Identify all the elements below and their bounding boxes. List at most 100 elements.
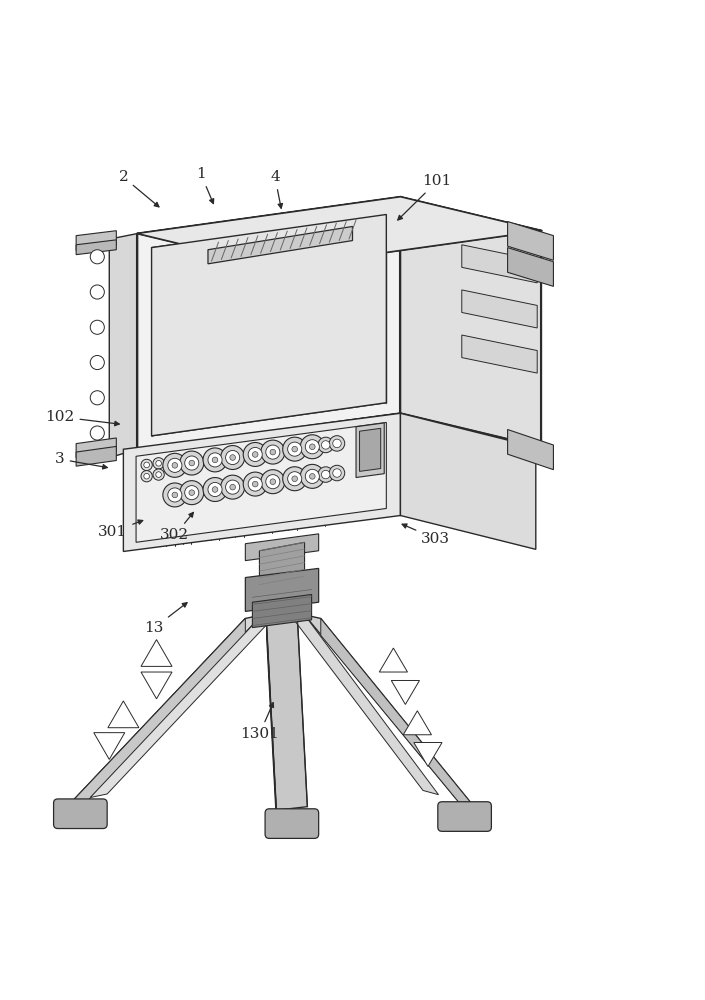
FancyBboxPatch shape — [265, 809, 319, 838]
Circle shape — [226, 450, 240, 465]
Circle shape — [305, 440, 319, 454]
Polygon shape — [76, 240, 116, 255]
Circle shape — [141, 459, 152, 471]
Circle shape — [172, 463, 178, 468]
Polygon shape — [288, 611, 439, 795]
Polygon shape — [245, 568, 319, 611]
Circle shape — [230, 455, 235, 460]
Circle shape — [266, 445, 280, 459]
Polygon shape — [137, 197, 400, 449]
Circle shape — [189, 460, 195, 466]
Polygon shape — [400, 197, 541, 447]
Circle shape — [90, 355, 104, 370]
Polygon shape — [360, 428, 381, 471]
Polygon shape — [305, 615, 472, 805]
Polygon shape — [76, 231, 116, 250]
Polygon shape — [462, 290, 537, 328]
Circle shape — [261, 470, 285, 494]
Circle shape — [292, 446, 298, 452]
Circle shape — [288, 442, 302, 456]
Circle shape — [90, 250, 104, 264]
Polygon shape — [245, 534, 319, 561]
Text: 301: 301 — [98, 520, 142, 539]
Circle shape — [153, 458, 164, 469]
Polygon shape — [109, 234, 137, 458]
Circle shape — [185, 486, 199, 500]
Circle shape — [266, 475, 280, 489]
Polygon shape — [141, 640, 172, 666]
Circle shape — [321, 470, 330, 479]
Circle shape — [318, 437, 333, 453]
Circle shape — [270, 449, 276, 455]
Circle shape — [156, 472, 161, 477]
Circle shape — [153, 469, 164, 480]
Text: 303: 303 — [402, 524, 450, 546]
Circle shape — [90, 426, 104, 440]
Circle shape — [90, 285, 104, 299]
Circle shape — [90, 320, 104, 334]
Polygon shape — [208, 226, 352, 264]
Text: 1301: 1301 — [240, 703, 279, 741]
Circle shape — [300, 464, 324, 488]
Circle shape — [261, 440, 285, 464]
FancyBboxPatch shape — [54, 799, 107, 829]
Circle shape — [252, 452, 258, 457]
Circle shape — [309, 444, 315, 450]
Circle shape — [288, 472, 302, 486]
Circle shape — [156, 460, 161, 466]
Circle shape — [163, 483, 187, 507]
Polygon shape — [108, 701, 139, 728]
Polygon shape — [266, 620, 307, 810]
Polygon shape — [259, 542, 305, 586]
Polygon shape — [321, 618, 472, 819]
Polygon shape — [137, 197, 541, 267]
Circle shape — [172, 492, 178, 498]
Polygon shape — [136, 422, 386, 542]
Polygon shape — [94, 733, 125, 759]
Polygon shape — [266, 623, 276, 824]
Circle shape — [329, 465, 345, 481]
Circle shape — [168, 458, 182, 472]
Polygon shape — [356, 423, 384, 477]
Polygon shape — [462, 245, 537, 283]
Circle shape — [212, 457, 218, 463]
Polygon shape — [141, 672, 172, 699]
Polygon shape — [508, 222, 553, 260]
Circle shape — [305, 469, 319, 483]
Circle shape — [248, 477, 262, 491]
Circle shape — [168, 488, 182, 502]
Circle shape — [321, 441, 330, 449]
Polygon shape — [391, 680, 419, 704]
Circle shape — [329, 436, 345, 451]
Circle shape — [243, 472, 267, 496]
Circle shape — [208, 482, 222, 497]
Circle shape — [221, 446, 245, 470]
Text: 101: 101 — [398, 174, 452, 220]
Circle shape — [180, 481, 204, 505]
Circle shape — [243, 442, 267, 466]
Polygon shape — [508, 248, 553, 286]
Circle shape — [292, 476, 298, 482]
Circle shape — [212, 487, 218, 492]
Circle shape — [180, 451, 204, 475]
Text: 102: 102 — [45, 410, 119, 426]
Text: 3: 3 — [55, 452, 107, 469]
Polygon shape — [90, 611, 279, 798]
Circle shape — [318, 467, 333, 482]
Circle shape — [208, 453, 222, 467]
Text: 13: 13 — [144, 603, 187, 635]
Circle shape — [309, 474, 315, 479]
Circle shape — [221, 475, 245, 499]
Circle shape — [189, 490, 195, 495]
Circle shape — [144, 473, 149, 479]
Polygon shape — [414, 743, 442, 766]
Text: 1: 1 — [196, 167, 214, 204]
Circle shape — [141, 471, 152, 482]
Circle shape — [333, 469, 341, 477]
Polygon shape — [123, 413, 400, 551]
Circle shape — [252, 481, 258, 487]
Polygon shape — [76, 446, 116, 466]
Polygon shape — [508, 430, 553, 470]
Circle shape — [230, 484, 235, 490]
FancyBboxPatch shape — [438, 802, 491, 831]
